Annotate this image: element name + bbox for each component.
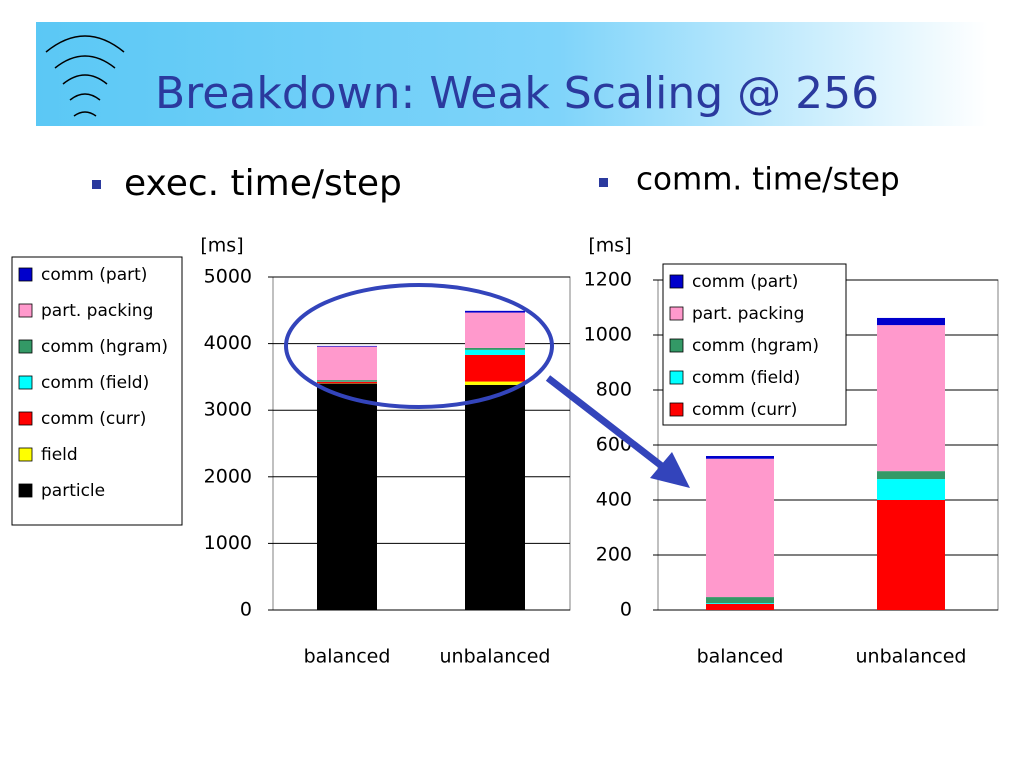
bar-segment (465, 349, 525, 355)
legend-label: comm (part) (41, 265, 147, 285)
y-tick-label: 1000 (584, 324, 632, 346)
y-tick-label: 0 (240, 599, 252, 621)
header-band (36, 22, 988, 126)
slide-title: Breakdown: Weak Scaling @ 256 (155, 68, 879, 119)
y-axis-label: [ms] (588, 235, 631, 257)
legend-swatch (18, 411, 33, 426)
bar-segment (317, 383, 377, 610)
legend-label: comm (field) (692, 368, 800, 388)
legend-box (662, 263, 847, 426)
chart-title: comm. time/step (636, 162, 900, 198)
legend-swatch (18, 375, 33, 390)
y-tick-label: 400 (596, 489, 632, 511)
legend-label: field (41, 445, 78, 465)
legend-label: comm (curr) (692, 400, 797, 420)
legend-swatch (669, 338, 684, 353)
bar-segment (877, 325, 945, 472)
bar-segment (317, 380, 377, 382)
bar-segment (465, 312, 525, 348)
bar-segment (317, 346, 377, 381)
bar-segment (465, 384, 525, 610)
chart-title: exec. time/step (124, 163, 402, 204)
bar-segment (877, 317, 945, 326)
bar-segment (465, 347, 525, 350)
y-tick-label: 800 (596, 379, 632, 401)
legend-label: comm (part) (692, 272, 798, 292)
y-tick-label: 200 (596, 544, 632, 566)
highlight-ellipse (284, 283, 554, 409)
bar-segment (465, 354, 525, 382)
legend-label: part. packing (692, 304, 804, 324)
legend-swatch (18, 303, 33, 318)
legend-swatch (18, 447, 33, 462)
x-tick-label: unbalanced (440, 646, 551, 668)
legend-label: comm (field) (41, 373, 149, 393)
bar-segment (877, 479, 945, 500)
bar-segment (317, 381, 377, 384)
y-tick-label: 2000 (204, 465, 252, 487)
bar-segment (706, 456, 774, 459)
bar-segment (465, 381, 525, 385)
legend-swatch (18, 267, 33, 282)
bar-segment (706, 603, 774, 604)
bar-segment (706, 597, 774, 604)
legend-swatch (669, 306, 684, 321)
bar-segment (317, 345, 377, 347)
x-tick-label: balanced (304, 646, 391, 668)
legend-swatch (669, 370, 684, 385)
legend-swatch (669, 402, 684, 417)
bullet (92, 180, 101, 189)
y-tick-label: 3000 (204, 399, 252, 421)
legend-label: comm (curr) (41, 409, 146, 429)
legend-box (11, 256, 183, 526)
y-tick-label: 5000 (204, 266, 252, 288)
bar-segment (465, 310, 525, 313)
logo (45, 35, 125, 117)
arrow-head (650, 452, 690, 488)
bar-segment (877, 500, 945, 610)
bar-segment (706, 458, 774, 598)
y-tick-label: 4000 (204, 332, 252, 354)
x-tick-label: unbalanced (856, 646, 967, 668)
bullet (599, 178, 608, 187)
legend-label: part. packing (41, 301, 153, 321)
arrow-shaft (545, 375, 675, 477)
bar-segment (706, 603, 774, 610)
y-axis-label: [ms] (200, 235, 243, 257)
legend-swatch (669, 274, 684, 289)
x-tick-label: balanced (697, 646, 784, 668)
legend-label: comm (hgram) (692, 336, 819, 356)
bar-segment (877, 471, 945, 480)
legend-swatch (18, 483, 33, 498)
y-tick-label: 0 (620, 599, 632, 621)
legend-label: comm (hgram) (41, 337, 168, 357)
legend-swatch (18, 339, 33, 354)
legend-label: particle (41, 481, 105, 501)
y-tick-label: 1200 (584, 269, 632, 291)
y-tick-label: 1000 (204, 532, 252, 554)
